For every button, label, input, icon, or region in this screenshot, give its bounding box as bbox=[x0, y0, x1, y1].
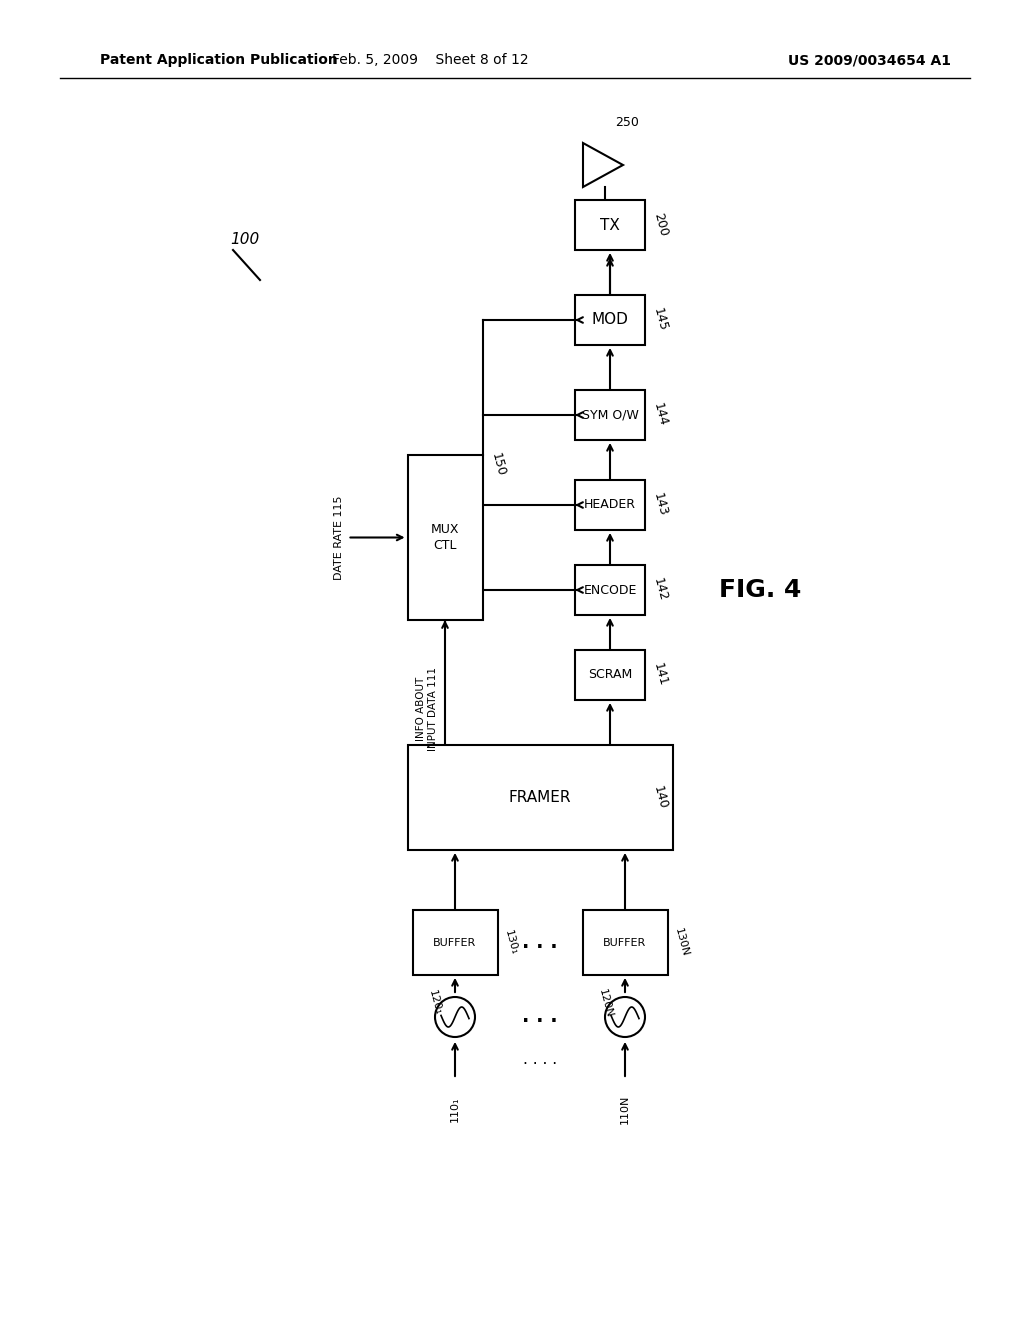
Text: 140: 140 bbox=[651, 784, 670, 810]
Bar bbox=[575, 389, 645, 440]
Text: SYM O/W: SYM O/W bbox=[582, 408, 638, 421]
Text: FRAMER: FRAMER bbox=[509, 789, 571, 805]
Bar bbox=[583, 909, 668, 975]
Text: BUFFER: BUFFER bbox=[433, 937, 476, 948]
Text: 144: 144 bbox=[651, 401, 670, 428]
Text: MOD: MOD bbox=[592, 313, 629, 327]
Text: SCRAM: SCRAM bbox=[588, 668, 632, 681]
Text: 120₁: 120₁ bbox=[427, 989, 443, 1016]
Text: 110N: 110N bbox=[620, 1094, 630, 1123]
Text: TX: TX bbox=[600, 218, 620, 232]
Text: MUX
CTL: MUX CTL bbox=[431, 523, 459, 552]
Text: 130N: 130N bbox=[673, 927, 690, 958]
Text: 200: 200 bbox=[651, 211, 670, 238]
Text: Patent Application Publication: Patent Application Publication bbox=[100, 53, 338, 67]
Bar bbox=[575, 565, 645, 615]
Bar bbox=[575, 480, 645, 531]
Text: BUFFER: BUFFER bbox=[603, 937, 646, 948]
Text: 143: 143 bbox=[651, 492, 670, 517]
Text: HEADER: HEADER bbox=[584, 499, 636, 511]
Text: 145: 145 bbox=[651, 306, 670, 333]
Text: US 2009/0034654 A1: US 2009/0034654 A1 bbox=[788, 53, 951, 67]
Text: ENCODE: ENCODE bbox=[584, 583, 637, 597]
Bar bbox=[413, 909, 498, 975]
Text: 250: 250 bbox=[615, 116, 639, 129]
Text: 130₁: 130₁ bbox=[503, 929, 519, 956]
Text: 141: 141 bbox=[651, 661, 670, 688]
Text: 150: 150 bbox=[488, 451, 507, 478]
Text: 120N: 120N bbox=[597, 987, 614, 1019]
Bar bbox=[408, 455, 482, 620]
Bar bbox=[575, 201, 645, 249]
Text: Feb. 5, 2009    Sheet 8 of 12: Feb. 5, 2009 Sheet 8 of 12 bbox=[332, 53, 528, 67]
Text: . . . .: . . . . bbox=[523, 1052, 557, 1067]
Text: INFO ABOUT
INPUT DATA 111: INFO ABOUT INPUT DATA 111 bbox=[416, 667, 438, 751]
Text: . . .: . . . bbox=[522, 1007, 558, 1027]
Text: FIG. 4: FIG. 4 bbox=[719, 578, 801, 602]
Text: 142: 142 bbox=[651, 577, 670, 603]
Text: . . .: . . . bbox=[522, 933, 558, 952]
Bar bbox=[575, 294, 645, 345]
Bar bbox=[575, 649, 645, 700]
Bar bbox=[408, 744, 673, 850]
Text: 110₁: 110₁ bbox=[450, 1096, 460, 1122]
Text: 100: 100 bbox=[230, 232, 259, 248]
Text: DATE RATE 115: DATE RATE 115 bbox=[334, 495, 343, 579]
